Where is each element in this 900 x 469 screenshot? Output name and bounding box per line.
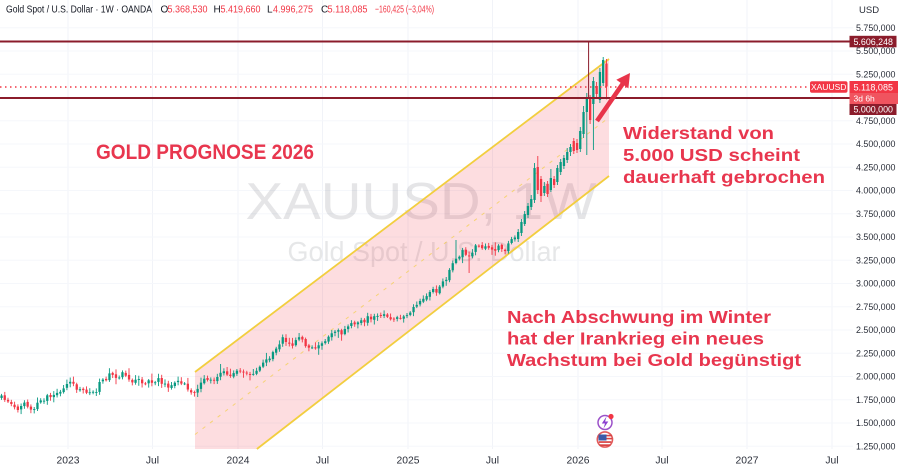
- svg-text:Nach Abschwung im Winter: Nach Abschwung im Winter: [507, 307, 771, 327]
- svg-text:−160,425 (−3,04%): −160,425 (−3,04%): [375, 5, 434, 16]
- svg-text:3.250,000: 3.250,000: [856, 255, 896, 265]
- svg-text:5.368,530: 5.368,530: [168, 5, 208, 16]
- svg-text:Jul: Jul: [146, 456, 159, 467]
- svg-text:5.118,085: 5.118,085: [854, 83, 894, 93]
- svg-text:2.000,000: 2.000,000: [856, 372, 896, 382]
- svg-text:4.000,000: 4.000,000: [856, 186, 896, 196]
- svg-text:5.750,000: 5.750,000: [856, 23, 896, 33]
- svg-text:2.750,000: 2.750,000: [856, 302, 896, 312]
- svg-text:4.750,000: 4.750,000: [856, 116, 896, 126]
- svg-text:1.250,000: 1.250,000: [856, 441, 896, 451]
- svg-text:Jul: Jul: [486, 456, 499, 467]
- svg-text:O: O: [161, 5, 169, 16]
- svg-text:2024: 2024: [227, 456, 250, 467]
- svg-text:Jul: Jul: [316, 456, 329, 467]
- svg-text:1.750,000: 1.750,000: [856, 395, 896, 405]
- svg-text:5.000 USD scheint: 5.000 USD scheint: [623, 145, 800, 165]
- svg-text:2025: 2025: [397, 456, 420, 467]
- svg-text:C: C: [321, 5, 328, 16]
- svg-text:Gold Spot / U.S. Dollar · 1W ·: Gold Spot / U.S. Dollar · 1W · OANDA: [6, 5, 152, 16]
- svg-text:4.250,000: 4.250,000: [856, 162, 896, 172]
- svg-text:2.500,000: 2.500,000: [856, 325, 896, 335]
- svg-text:3.750,000: 3.750,000: [856, 209, 896, 219]
- svg-text:5.000,000: 5.000,000: [854, 105, 894, 115]
- svg-text:3.000,000: 3.000,000: [856, 279, 896, 289]
- svg-text:Wachstum bei Gold begünstigt: Wachstum bei Gold begünstigt: [507, 350, 801, 370]
- svg-text:5.419,660: 5.419,660: [221, 5, 261, 16]
- svg-text:dauerhaft gebrochen: dauerhaft gebrochen: [623, 167, 825, 187]
- svg-text:L: L: [267, 5, 273, 16]
- svg-text:Widerstand von: Widerstand von: [623, 123, 774, 143]
- svg-text:2027: 2027: [736, 456, 759, 467]
- svg-text:4.500,000: 4.500,000: [856, 139, 896, 149]
- svg-text:5.250,000: 5.250,000: [856, 70, 896, 80]
- svg-text:3d 6h: 3d 6h: [854, 94, 876, 104]
- svg-text:2023: 2023: [57, 456, 80, 467]
- svg-text:2026: 2026: [567, 456, 590, 467]
- svg-text:1.500,000: 1.500,000: [856, 418, 896, 428]
- svg-text:Jul: Jul: [825, 456, 838, 467]
- svg-text:hat der Irankrieg ein neues: hat der Irankrieg ein neues: [507, 329, 764, 349]
- svg-text:5.500,000: 5.500,000: [856, 46, 896, 56]
- svg-text:4.996,275: 4.996,275: [273, 5, 313, 16]
- svg-text:H: H: [214, 5, 221, 16]
- svg-text:GOLD PROGNOSE 2026: GOLD PROGNOSE 2026: [96, 140, 314, 164]
- svg-text:3.500,000: 3.500,000: [856, 232, 896, 242]
- svg-text:XAUUSD: XAUUSD: [811, 82, 846, 92]
- svg-text:2.250,000: 2.250,000: [856, 348, 896, 358]
- svg-text:USD: USD: [859, 5, 879, 16]
- svg-text:5.118,085: 5.118,085: [328, 5, 368, 16]
- svg-text:Jul: Jul: [655, 456, 668, 467]
- svg-text:5.606,248: 5.606,248: [854, 37, 894, 47]
